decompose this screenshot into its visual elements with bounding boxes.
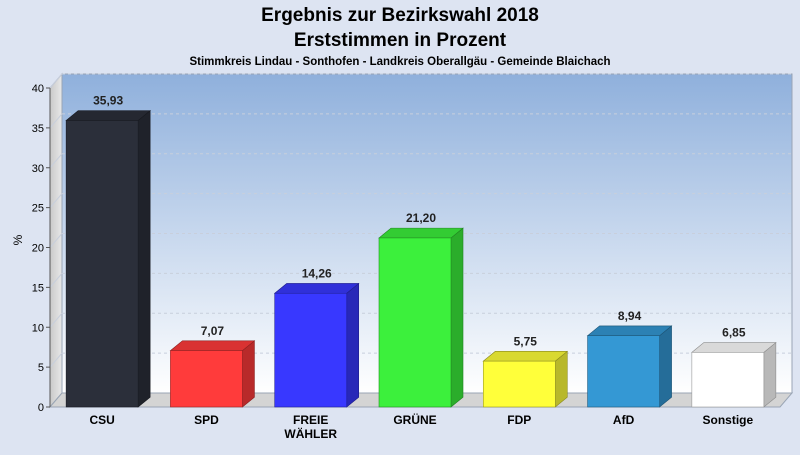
bar-csu: 35,93	[65, 94, 151, 408]
grid-line-side	[49, 113, 63, 129]
grid-line-side	[49, 233, 63, 248]
x-tick-label: SPD	[194, 413, 219, 427]
x-tick-label: CSU	[89, 413, 114, 427]
x-tick-label-line: FDP	[507, 413, 531, 427]
bar-top	[65, 110, 151, 121]
y-tick-label: 25	[32, 203, 44, 215]
bar-value-label: 6,85	[722, 326, 746, 340]
x-tick-label-line: AfD	[613, 413, 635, 427]
bar-top	[586, 325, 673, 337]
x-tick-label-line: SPD	[194, 413, 219, 427]
y-tick-label: 20	[32, 243, 44, 255]
y-tick-label: 40	[32, 83, 44, 95]
x-tick-label-line: WÄHLER	[284, 426, 337, 441]
bar-front	[378, 237, 452, 408]
x-tick-label-line: FREIE	[293, 413, 328, 427]
bar-side	[763, 341, 777, 408]
bar-front	[170, 350, 243, 408]
y-tick-label: 10	[32, 322, 44, 334]
bar-spd: 7,07	[169, 324, 256, 408]
x-tick-label: FDP	[507, 413, 531, 427]
bar-side	[659, 325, 672, 408]
bar-front	[587, 335, 660, 408]
bar-grüne: 21,20	[378, 211, 464, 408]
bar-front	[65, 120, 139, 408]
bar-top	[482, 351, 569, 362]
y-axis: 0 5 10 15 20 25 30 35 40	[32, 83, 51, 414]
y-tick-label: 0	[38, 402, 44, 414]
bars-group: 35,93 7,07 14,26 21,20 5,75 8,94 6,85	[65, 94, 777, 408]
bar-side	[450, 227, 464, 408]
grid-line-side	[49, 352, 63, 368]
x-tick-label: FREIE WÄHLER	[284, 413, 337, 441]
bar-value-label: 35,93	[93, 94, 123, 108]
bar-top	[691, 342, 777, 353]
bar-value-label: 8,94	[618, 309, 642, 323]
bar-value-label: 21,20	[406, 211, 436, 225]
bar-value-label: 14,26	[302, 266, 332, 280]
grid-line-side	[49, 312, 63, 328]
x-axis-labels: CSU SPD FREIE WÄHLER GRÜNE FDP AfD Sonstige	[89, 412, 753, 441]
x-tick-label: AfD	[613, 413, 635, 427]
grid-line-side	[49, 73, 63, 89]
bar-front	[691, 352, 765, 408]
grid-line-side	[49, 153, 63, 169]
bar-value-label: 5,75	[514, 334, 538, 348]
bar-front	[274, 292, 348, 408]
chart-caption: Stimmkreis Lindau - Sonthofen - Landkrei…	[189, 56, 610, 68]
x-tick-label: Sonstige	[703, 413, 754, 427]
bar-side	[242, 340, 255, 408]
bar-front	[482, 360, 556, 408]
x-tick-label-line: GRÜNE	[393, 412, 436, 427]
bar-side	[346, 282, 360, 408]
x-tick-label: GRÜNE	[393, 412, 436, 427]
chart-subtitle: Erststimmen in Prozent	[294, 30, 507, 51]
bar-freie-wähler: 14,26	[273, 266, 360, 408]
x-tick-label-line: CSU	[89, 413, 114, 427]
bar-top	[273, 283, 360, 294]
y-tick-label: 35	[32, 123, 44, 135]
bar-top	[169, 340, 256, 351]
y-axis-label: %	[11, 234, 25, 245]
bar-fdp: 5,75	[482, 334, 569, 408]
y-tick-label: 15	[32, 282, 44, 294]
chart-title: Ergebnis zur Bezirkswahl 2018	[261, 5, 539, 26]
y-tick-label: 5	[38, 362, 44, 374]
bar-side	[137, 110, 151, 408]
bar-value-label: 7,07	[201, 324, 225, 338]
grid-line-side	[49, 193, 63, 208]
x-tick-label-line: Sonstige	[703, 413, 754, 427]
bar-afd: 8,94	[586, 309, 673, 408]
bar-top	[378, 227, 464, 239]
bar-sonstige: 6,85	[691, 326, 777, 408]
y-tick-label: 30	[32, 163, 44, 175]
grid-line-side	[49, 273, 63, 288]
